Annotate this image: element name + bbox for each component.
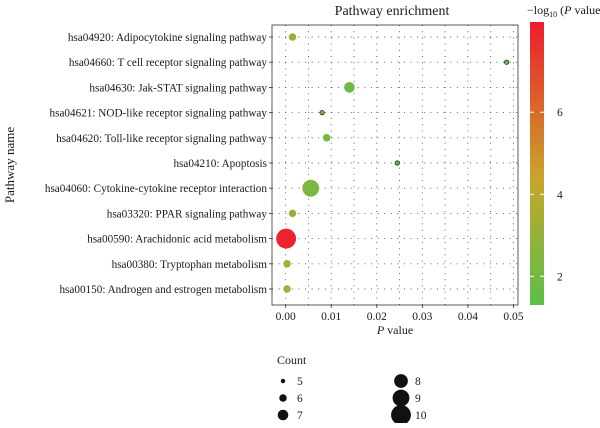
colorbar-tick-label: 6	[557, 107, 563, 119]
y-tick-label: hsa04620: Toll-like receptor signaling p…	[56, 133, 267, 145]
size-legend-label: 8	[415, 376, 421, 388]
colorbar-tick-label: 4	[557, 189, 563, 201]
x-axis: 0.00 0.01 0.02 0.03 0.04 0.05	[276, 305, 524, 323]
x-tick-label: 0.04	[458, 311, 478, 323]
data-point	[344, 82, 355, 93]
colorbar-ticks: 2 4 6	[530, 107, 563, 283]
colorbar-title-prefix: −log	[527, 3, 549, 17]
x-tick-label: 0.03	[412, 311, 432, 323]
y-tick-label: hsa04060: Cytokine-cytokine receptor int…	[45, 183, 268, 195]
size-legend-dot	[280, 378, 286, 384]
data-point	[319, 110, 325, 116]
x-tick-label: 0.00	[276, 311, 296, 323]
plot-frame	[271, 24, 519, 306]
size-legend-label: 7	[297, 410, 303, 422]
colorbar-title-italic: P	[563, 3, 572, 17]
chart-title: Pathway enrichment	[335, 4, 450, 19]
size-legend: 5 6 7 8 9 10	[277, 374, 427, 425]
data-point	[288, 209, 297, 218]
x-axis-title-italic: P	[376, 323, 385, 337]
data-points	[276, 33, 510, 293]
data-point	[288, 33, 297, 41]
colorbar-title-suffix: value)	[571, 3, 600, 17]
data-point	[394, 160, 400, 166]
colorbar-tick-label: 2	[557, 271, 563, 283]
x-tick-label: 0.01	[321, 311, 341, 323]
x-axis-title-rest: value	[384, 323, 413, 337]
size-legend-label: 10	[415, 410, 427, 422]
x-tick-label: 0.02	[367, 311, 387, 323]
size-legend-label: 6	[297, 393, 303, 405]
data-point	[276, 228, 297, 249]
colorbar	[530, 22, 544, 305]
data-point	[302, 179, 320, 197]
colorbar-title-sub: 10	[549, 10, 557, 19]
y-tick-label: hsa04660: T cell receptor signaling path…	[69, 57, 268, 69]
x-axis-title: P value	[376, 323, 413, 337]
size-legend-dot	[391, 405, 411, 425]
y-tick-label: hsa00150: Androgen and estrogen metaboli…	[59, 284, 267, 296]
y-tick-label: hsa03320: PPAR signaling pathway	[107, 208, 268, 220]
y-tick-label: hsa00380: Tryptophan metabolism	[112, 259, 268, 271]
y-axis-title: Pathway name	[2, 127, 17, 203]
y-tick-label: hsa04630: Jak-STAT signaling pathway	[89, 82, 267, 94]
y-tick-label: hsa04920: Adipocytokine signaling pathwa…	[68, 32, 268, 44]
size-legend-dot	[392, 389, 410, 407]
y-tick-label: hsa04210: Apoptosis	[173, 158, 267, 170]
size-legend-dot	[277, 409, 289, 421]
colorbar-title: −log10 (P value)	[527, 3, 600, 19]
size-legend-label: 5	[297, 376, 303, 388]
grid-layer	[272, 25, 518, 305]
data-point	[283, 260, 291, 268]
size-legend-label: 9	[415, 393, 421, 405]
size-legend-title: Count	[277, 353, 307, 367]
data-point	[322, 134, 331, 142]
size-legend-dot	[394, 374, 408, 388]
y-axis-tick-labels: hsa04920: Adipocytokine signaling pathwa…	[45, 32, 272, 296]
data-point	[504, 59, 510, 65]
data-point	[283, 285, 291, 293]
colorbar-title-paren: (	[557, 3, 564, 17]
y-tick-label: hsa04621: NOD-like receptor signaling pa…	[50, 108, 268, 120]
size-legend-dot	[279, 394, 287, 402]
x-tick-label: 0.05	[503, 311, 523, 323]
y-tick-label: hsa00590: Arachidonic acid metabolism	[87, 234, 267, 246]
